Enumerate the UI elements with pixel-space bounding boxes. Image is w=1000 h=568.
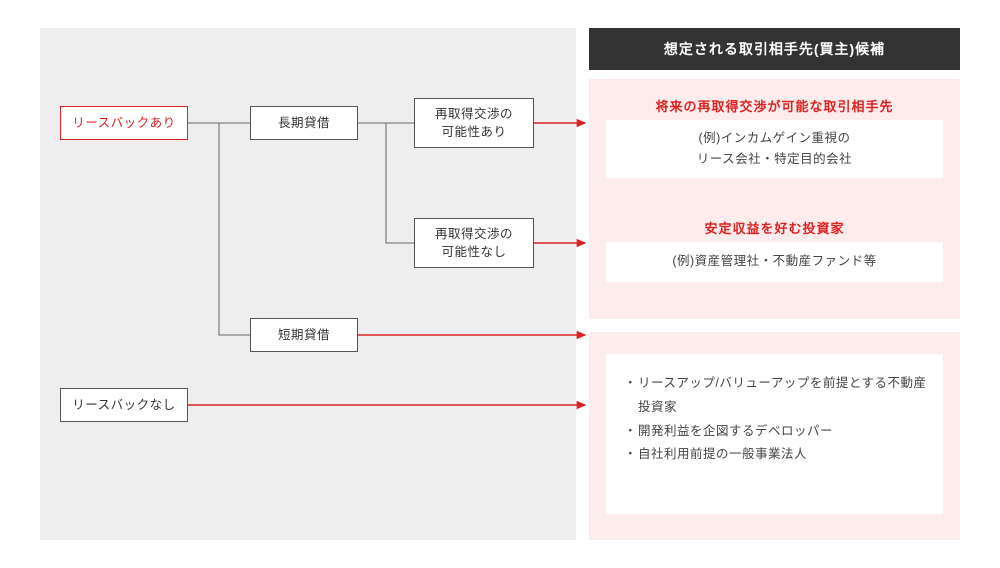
node-label: 短期貸借: [278, 326, 330, 344]
bullet-item: ・自社利用前提の一般事業法人: [624, 443, 929, 467]
category-title-1: 将来の再取得交渉が可能な取引相手先: [606, 96, 943, 115]
node-reacquire-no: 再取得交渉の可能性なし: [414, 218, 534, 268]
bullet-box-3: ・リースアップ/バリューアップを前提とする不動産投資家・開発利益を企図するデベロ…: [606, 354, 943, 514]
header-bar: 想定される取引相手先(買主)候補: [589, 28, 960, 70]
node-short-lease: 短期貸借: [250, 318, 358, 352]
node-label: リースバックあり: [72, 114, 175, 132]
node-leaseback-yes: リースバックあり: [60, 106, 188, 140]
diagram-canvas: 想定される取引相手先(買主)候補 リースバックあり 長期貸借 再取得交渉の可能性…: [40, 28, 960, 540]
node-label: 長期貸借: [278, 114, 330, 132]
bullet-item: ・開発利益を企図するデベロッパー: [624, 420, 929, 444]
right-panel-bg-1: [589, 79, 960, 319]
node-label: 再取得交渉の可能性あり: [435, 105, 513, 141]
node-reacquire-yes: 再取得交渉の可能性あり: [414, 98, 534, 148]
node-label: 再取得交渉の可能性なし: [435, 225, 513, 261]
example-box-2: (例)資産管理社・不動産ファンド等: [606, 242, 943, 282]
category-title-2: 安定収益を好む投資家: [606, 218, 943, 237]
node-label: リースバックなし: [72, 396, 175, 414]
header-title: 想定される取引相手先(買主)候補: [664, 39, 885, 59]
node-leaseback-no: リースバックなし: [60, 388, 188, 422]
node-long-lease: 長期貸借: [250, 106, 358, 140]
bullet-item: ・リースアップ/バリューアップを前提とする不動産投資家: [624, 372, 929, 420]
example-box-1: (例)インカムゲイン重視のリース会社・特定目的会社: [606, 120, 943, 178]
